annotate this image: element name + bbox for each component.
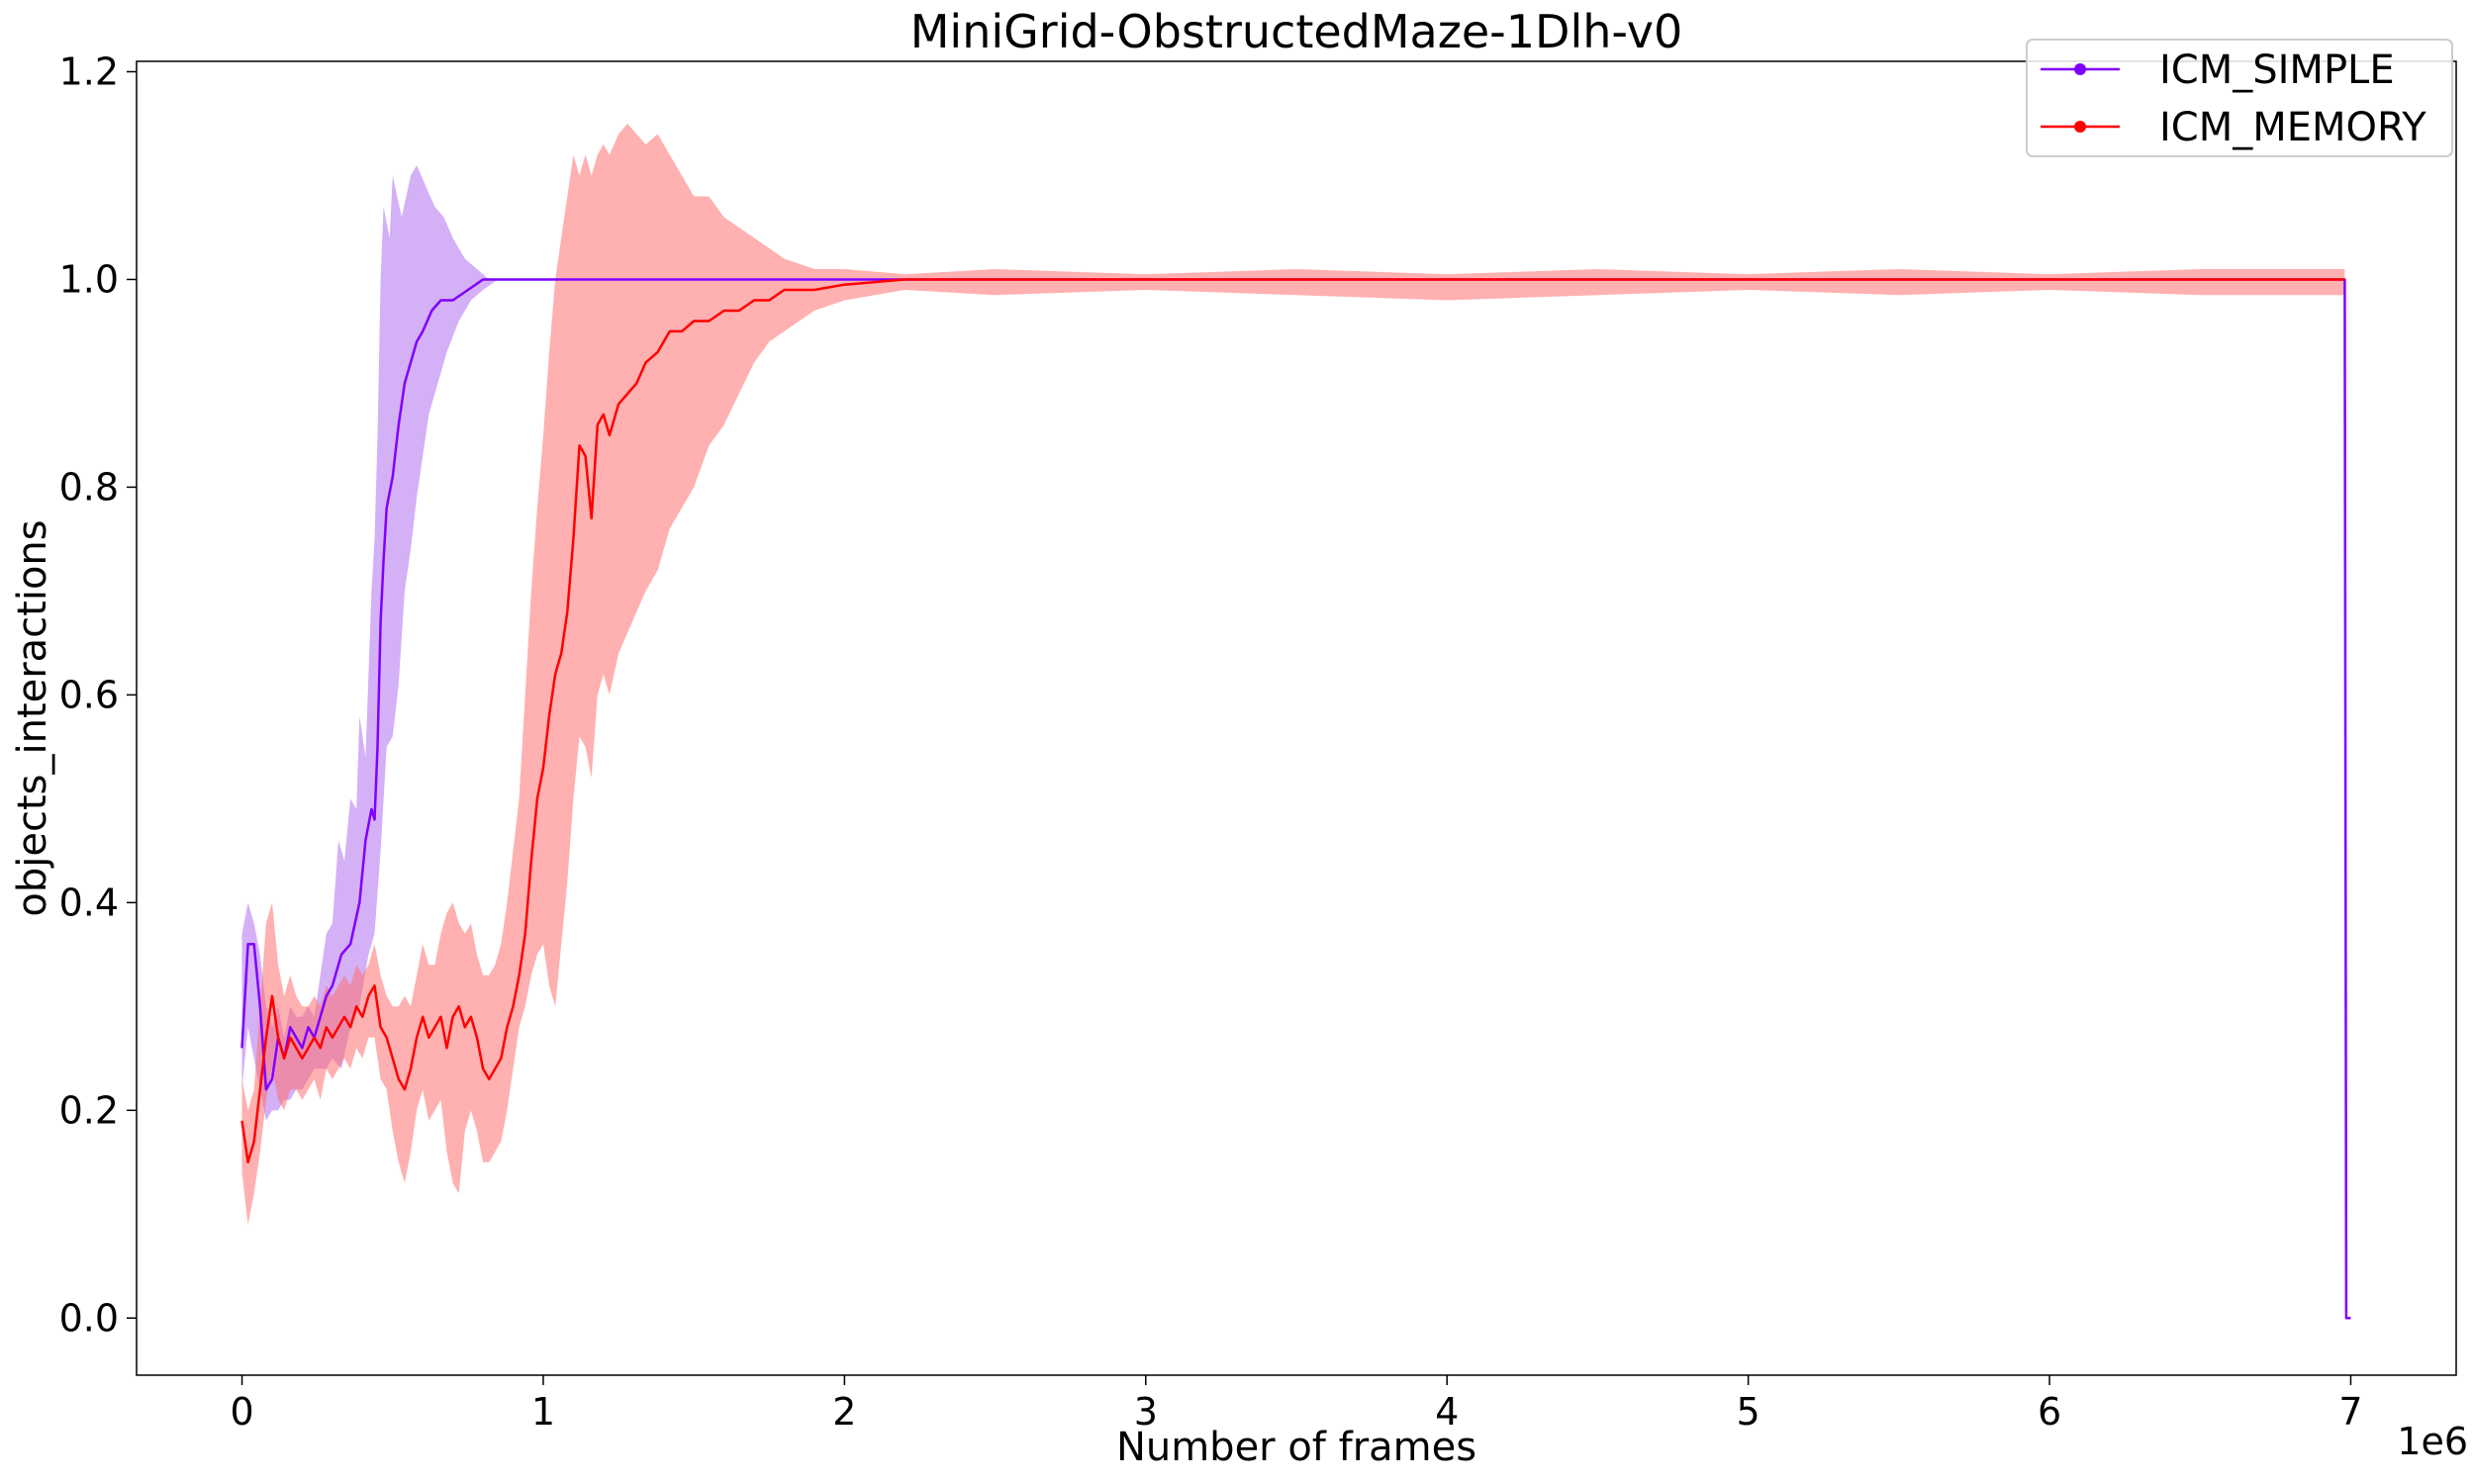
x-tick-label: 4 xyxy=(1435,1390,1459,1434)
y-tick-label: 0.6 xyxy=(59,673,119,716)
y-tick-label: 0.4 xyxy=(59,881,119,924)
plot-area-frame xyxy=(136,60,2457,1376)
x-axis-offset-label: 1e6 xyxy=(2397,1420,2468,1463)
chart-title: MiniGrid-ObstructedMaze-1Dlh-v0 xyxy=(910,5,1683,58)
y-axis-label: objects_interactions xyxy=(10,519,55,916)
x-tick-label: 3 xyxy=(1134,1390,1158,1434)
x-tick-label: 5 xyxy=(1737,1390,1760,1434)
legend-marker-1 xyxy=(2074,121,2086,133)
legend-label-0: ICM_SIMPLE xyxy=(2159,47,2395,93)
series-lines xyxy=(240,278,2351,1320)
confidence-bands xyxy=(241,124,2351,1225)
legend-box xyxy=(2026,39,2453,157)
x-tick-label: 2 xyxy=(832,1390,856,1434)
series-band-0 xyxy=(241,165,2351,1121)
x-axis-ticks: 0 1 2 3 4 5 6 7 xyxy=(230,1375,2363,1434)
y-tick-label: 1.2 xyxy=(59,49,119,93)
y-tick-label: 0.2 xyxy=(59,1088,119,1132)
y-axis-ticks: 0.0 0.2 0.4 0.6 0.8 1.0 1.2 xyxy=(59,49,137,1340)
y-tick-label: 0.8 xyxy=(59,465,119,509)
series-band-1 xyxy=(241,124,2345,1225)
x-tick-label: 7 xyxy=(2338,1390,2362,1434)
y-tick-label: 1.0 xyxy=(59,257,119,301)
series-line-1 xyxy=(240,278,2345,1164)
legend-marker-0 xyxy=(2074,63,2086,75)
legend-label-1: ICM_MEMORY xyxy=(2159,105,2426,150)
y-tick-label: 0.0 xyxy=(59,1296,119,1340)
x-tick-label: 6 xyxy=(2038,1390,2061,1434)
x-tick-label: 0 xyxy=(230,1390,253,1434)
x-tick-label: 1 xyxy=(531,1390,555,1434)
x-axis-label: Number of frames xyxy=(1116,1425,1476,1470)
series-line-0 xyxy=(240,278,2351,1320)
legend: ICM_SIMPLE ICM_MEMORY xyxy=(2026,39,2453,157)
